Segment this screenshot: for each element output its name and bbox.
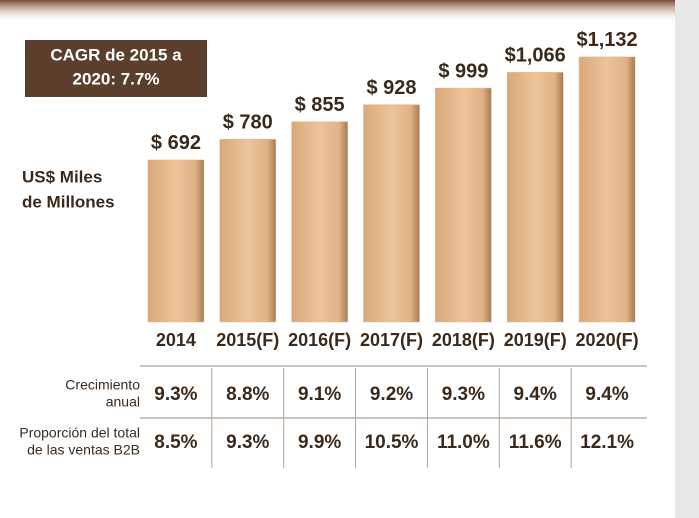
row-label: Crecimiento bbox=[65, 377, 140, 393]
x-tick-label: 2019(F) bbox=[504, 330, 567, 350]
table-cell: 9.9% bbox=[298, 432, 341, 453]
table-cell: 9.2% bbox=[370, 384, 413, 405]
bar bbox=[219, 139, 277, 323]
table-cell: 9.3% bbox=[226, 432, 269, 453]
value-label: $ 780 bbox=[223, 112, 273, 134]
row-label: anual bbox=[106, 394, 140, 410]
x-tick-label: 2020(F) bbox=[576, 330, 639, 350]
value-label: $ 928 bbox=[366, 77, 416, 99]
x-tick-label: 2014 bbox=[156, 330, 196, 350]
table-cell: 11.0% bbox=[437, 432, 490, 453]
value-label: $ 692 bbox=[151, 132, 201, 154]
top-band bbox=[0, 0, 699, 22]
table-cell: 11.6% bbox=[509, 432, 562, 453]
annotation: CAGR de 2015 a bbox=[50, 45, 182, 64]
x-tick-label: 2018(F) bbox=[432, 330, 495, 350]
table-cell: 9.1% bbox=[298, 384, 341, 405]
annotation: 2020: 7.7% bbox=[73, 69, 160, 88]
row-label: Proporción del total bbox=[19, 425, 140, 441]
annotation-box bbox=[25, 40, 207, 97]
y-label: US$ Miles bbox=[22, 167, 102, 186]
y-label: de Millones bbox=[22, 192, 115, 211]
bar bbox=[435, 87, 492, 323]
x-tick-label: 2015(F) bbox=[216, 330, 279, 350]
table-cell: 12.1% bbox=[580, 432, 634, 453]
bar bbox=[578, 56, 636, 323]
table-cell: 9.4% bbox=[514, 384, 557, 405]
value-label: $1,066 bbox=[505, 45, 566, 67]
value-label: $ 855 bbox=[295, 94, 345, 116]
right-edge bbox=[675, 0, 699, 518]
value-label: $ 999 bbox=[438, 60, 488, 82]
bar bbox=[363, 104, 420, 323]
bar bbox=[291, 121, 348, 323]
bar bbox=[506, 72, 564, 323]
table-cell: 10.5% bbox=[365, 432, 419, 453]
table-cell: 8.5% bbox=[154, 432, 197, 453]
row-label: de las ventas B2B bbox=[27, 442, 140, 458]
table-cell: 8.8% bbox=[226, 384, 269, 405]
table-cell: 9.3% bbox=[442, 384, 485, 405]
bar bbox=[147, 159, 205, 323]
x-tick-label: 2017(F) bbox=[360, 330, 423, 350]
x-tick-label: 2016(F) bbox=[288, 330, 351, 350]
table-cell: 9.4% bbox=[585, 384, 628, 405]
table-cell: 9.3% bbox=[154, 384, 197, 405]
value-label: $1,132 bbox=[576, 29, 637, 51]
